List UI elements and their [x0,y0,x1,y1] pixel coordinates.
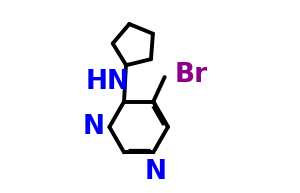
Text: N: N [83,114,105,140]
Text: HN: HN [86,69,130,95]
Text: Br: Br [175,62,208,88]
Text: N: N [144,159,166,185]
